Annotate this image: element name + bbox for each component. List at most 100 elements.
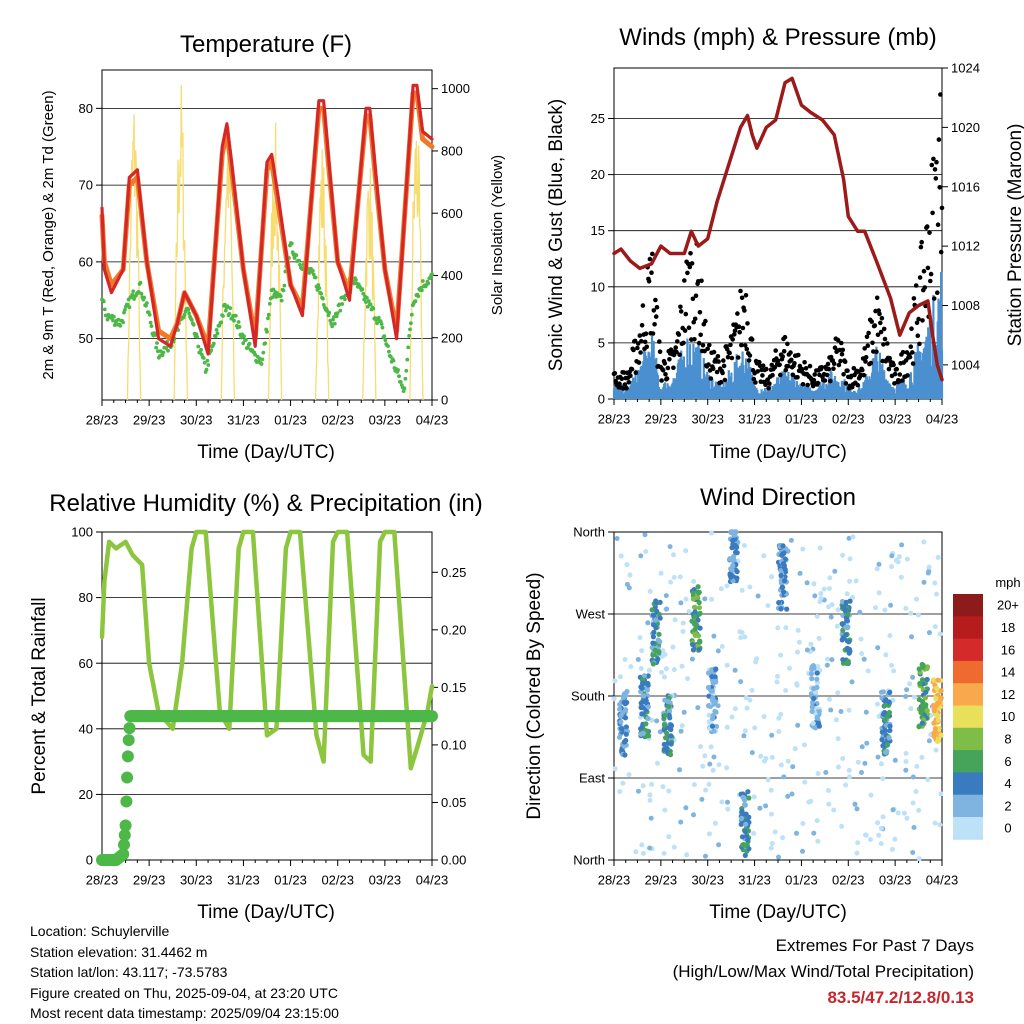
- wind-gust-point: [885, 341, 890, 346]
- wind-direction-point: [794, 830, 799, 836]
- wind-direction-point: [671, 667, 677, 673]
- wind-direction-point: [808, 691, 815, 697]
- wind-gust-point: [819, 365, 824, 370]
- wind-gust-point: [928, 278, 933, 284]
- dewpoint-point: [379, 322, 384, 326]
- wind-direction-point: [737, 629, 743, 635]
- wind-direction-point: [650, 661, 656, 667]
- wind-gust-point: [650, 331, 656, 336]
- wind-direction-point: [765, 603, 771, 609]
- recent-timestamp: Most recent data timestamp: 2025/09/04 2…: [30, 1005, 339, 1021]
- legend-label-5: 10: [1001, 709, 1015, 724]
- wind-direction-point: [709, 688, 715, 694]
- wind-gust-point: [836, 362, 842, 368]
- wind-direction-point: [804, 580, 810, 586]
- wind-gust-point: [619, 376, 625, 382]
- wind-direction-point: [903, 605, 909, 611]
- wind-direction-point: [887, 689, 893, 696]
- wind-gust-point: [937, 185, 942, 190]
- wind-direction-point: [800, 821, 806, 826]
- dewpoint-point: [215, 331, 220, 336]
- wind-gust-point: [687, 264, 693, 270]
- dewpoint-point: [365, 295, 369, 300]
- dewpoint-point: [147, 312, 152, 317]
- wind-direction-point: [643, 549, 649, 555]
- dir-ytick-label-0: North: [573, 853, 605, 868]
- wind-gust-point: [744, 346, 750, 352]
- wind-direction-point: [680, 629, 686, 634]
- rh-xtick-label-2: 30/23: [180, 873, 213, 888]
- wind-direction-point: [638, 666, 644, 671]
- wind-direction-point: [776, 600, 782, 606]
- dewpoint-point: [361, 291, 366, 296]
- wind-direction-point: [817, 545, 823, 551]
- wind-gust-point: [728, 342, 733, 348]
- wind-direction-point: [686, 609, 692, 615]
- wind-direction-point: [651, 629, 657, 636]
- wind-direction-point: [671, 844, 677, 850]
- wind-direction-point: [684, 852, 690, 858]
- wind-gust-point: [920, 318, 925, 323]
- dewpoint-point: [327, 310, 332, 315]
- wind-direction-point: [668, 579, 674, 585]
- wind-direction-point: [859, 651, 865, 657]
- wind-direction-point: [852, 801, 858, 807]
- wind-gust-point: [917, 341, 922, 347]
- dewpoint-point: [398, 380, 403, 384]
- dewpoint-point: [408, 327, 412, 332]
- wind-gust-point: [778, 372, 783, 378]
- wind-direction-point: [874, 566, 880, 572]
- wind-direction-point: [918, 709, 924, 716]
- wind-gust-point: [932, 167, 938, 172]
- wind-direction-point: [778, 652, 784, 658]
- dewpoint-point: [242, 334, 247, 339]
- wind-direction-point: [732, 667, 738, 673]
- wind-direction-point: [649, 781, 655, 787]
- wind-direction-point: [818, 596, 824, 601]
- wind-gust-point: [710, 366, 716, 372]
- dewpoint-point: [391, 358, 396, 363]
- wind-gust-point: [675, 339, 680, 344]
- winds-xtick-label-3: 31/23: [738, 412, 771, 427]
- dewpoint-point: [265, 330, 269, 334]
- dewpoint-point: [206, 363, 211, 367]
- wind-direction-point: [914, 763, 920, 769]
- wind-gust-point: [897, 372, 903, 377]
- wind-direction-point: [778, 572, 784, 579]
- wind-gust-point: [706, 362, 711, 367]
- wind-direction-point: [745, 837, 751, 843]
- wind-gust-point: [907, 354, 913, 360]
- wind-gust-point: [805, 382, 810, 388]
- wind-gust-point: [711, 349, 717, 355]
- winds-title: Winds (mph) & Pressure (mb): [619, 24, 936, 51]
- wind-direction-point: [761, 714, 767, 720]
- temp-xtick-label-2: 30/23: [180, 413, 213, 428]
- wind-gust-point: [839, 340, 844, 346]
- temp-xtick-label-3: 31/23: [227, 413, 260, 428]
- rh-ytick-label-2: 40: [79, 721, 93, 736]
- dewpoint-point: [111, 318, 115, 323]
- wind-gust-point: [931, 296, 937, 301]
- wind-gust-point: [699, 278, 704, 284]
- wind-gust-point: [922, 285, 928, 290]
- wind-direction-point: [790, 764, 796, 770]
- wind-gust-point: [789, 357, 794, 363]
- dewpoint-point: [387, 349, 391, 354]
- wind-direction-point: [888, 602, 894, 608]
- wind-gust-point: [757, 359, 762, 365]
- wind-gust-point: [735, 355, 741, 360]
- wind-direction-point: [926, 738, 932, 744]
- wind-gust-point: [899, 378, 905, 383]
- wind-gust-point: [642, 339, 648, 345]
- wind-direction-point: [695, 705, 701, 711]
- station-location: Location: Schuylerville: [30, 923, 170, 939]
- wind-gust-point: [909, 326, 914, 332]
- dewpoint-point: [156, 349, 160, 354]
- dewpoint-point: [354, 277, 358, 282]
- wind-direction-point: [815, 838, 821, 844]
- wind-direction-point: [660, 648, 666, 654]
- wind-direction-point: [901, 810, 907, 816]
- wind-direction-point: [710, 767, 716, 773]
- direction-title: Wind Direction: [700, 484, 856, 511]
- wind-gust-point: [749, 337, 755, 342]
